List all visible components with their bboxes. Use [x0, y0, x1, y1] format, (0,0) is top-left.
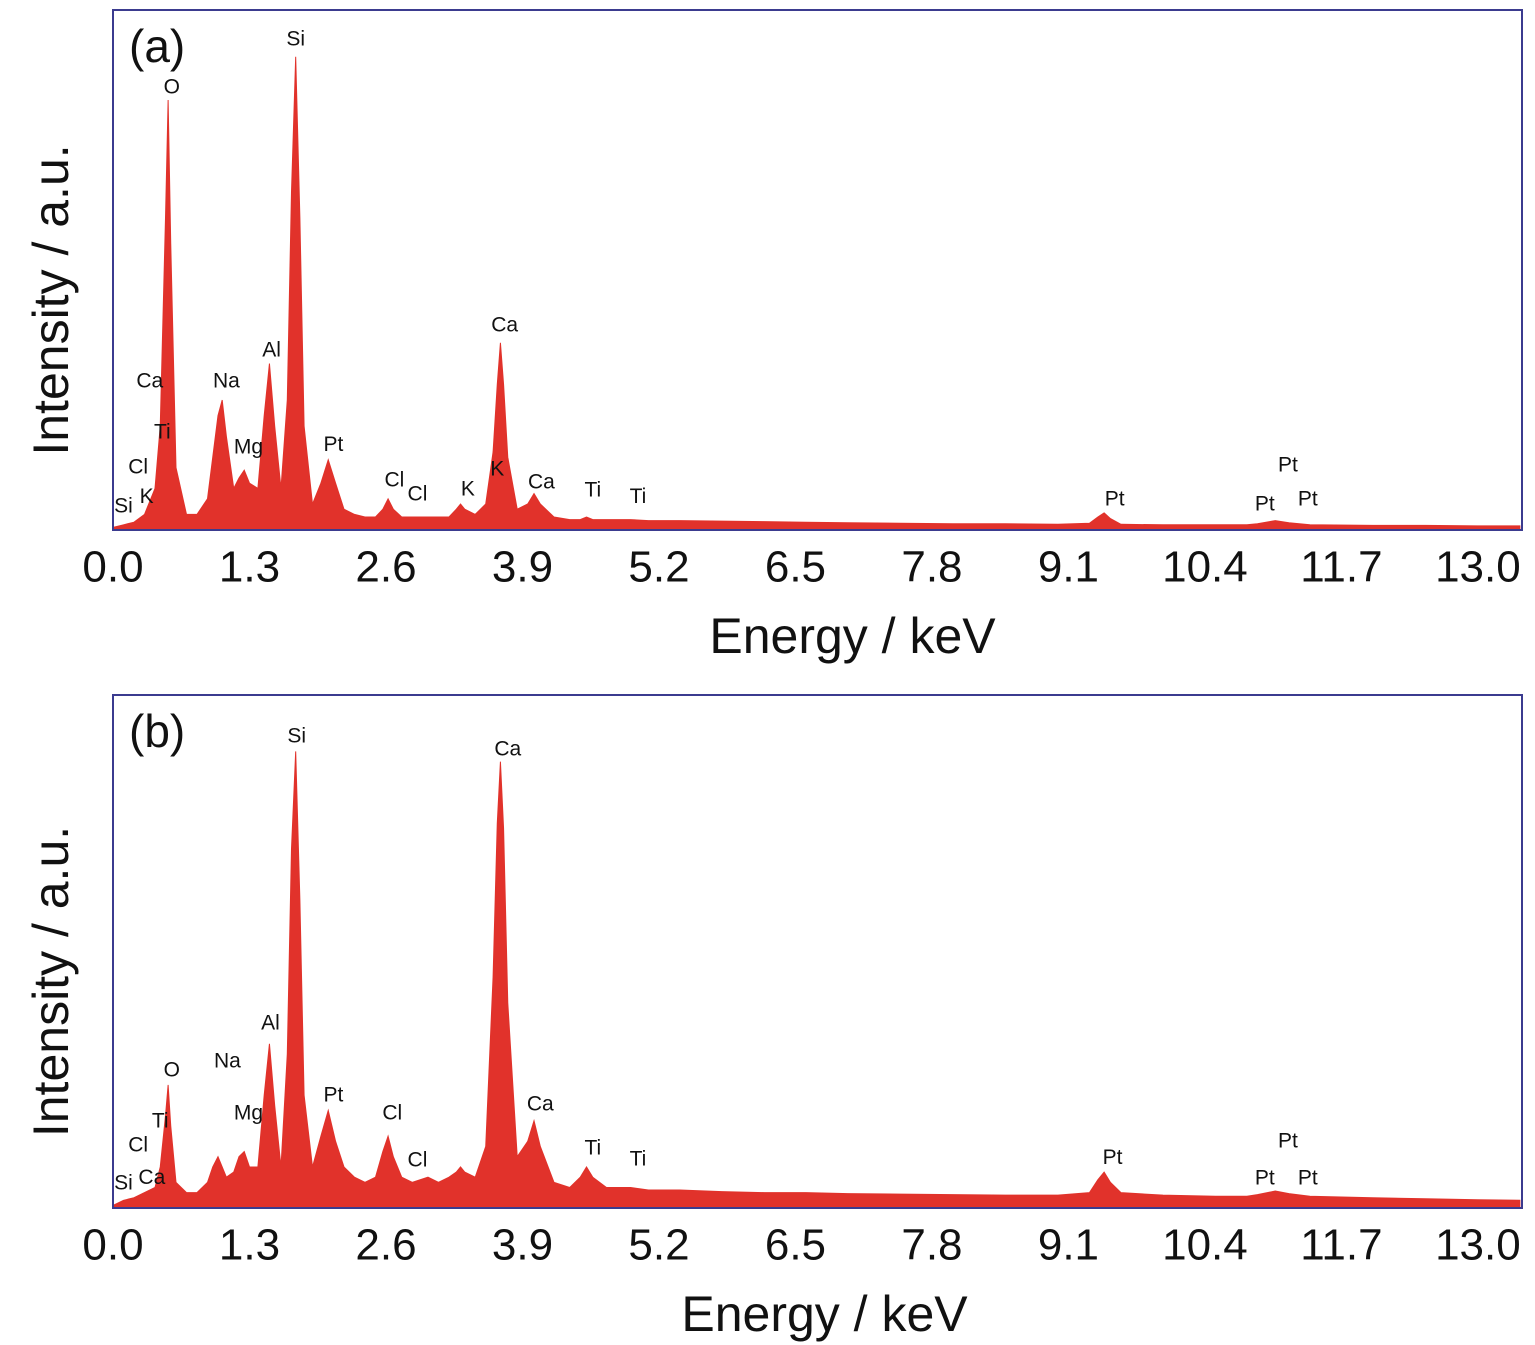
peak-label: Ca — [528, 471, 555, 494]
peak-label: Ti — [584, 479, 601, 502]
x-axis-label: Energy / keV — [681, 1286, 968, 1342]
x-tick-label: 10.4 — [1162, 1221, 1248, 1270]
peak-label: Cl — [128, 456, 148, 479]
peak-label: Pt — [1255, 493, 1275, 516]
peak-label: O — [164, 1059, 180, 1082]
peak-label: Si — [286, 28, 305, 51]
peak-label: Ti — [630, 485, 647, 508]
x-tick-label: 7.8 — [901, 543, 962, 592]
x-tick-label: 7.8 — [901, 1221, 962, 1270]
peak-label: Cl — [408, 483, 428, 506]
peak-label: Ti — [584, 1137, 601, 1160]
peak-label: Mg — [234, 435, 263, 458]
peak-label: Pt — [1278, 454, 1298, 477]
peak-label: Ca — [491, 314, 518, 337]
x-axis-label: Energy / keV — [709, 608, 996, 664]
peak-label: Cl — [408, 1148, 428, 1171]
peak-label: Ti — [152, 1109, 169, 1132]
peak-label: Cl — [382, 1102, 402, 1125]
x-tick-label: 5.2 — [628, 1221, 689, 1270]
peak-label: Ca — [138, 1166, 165, 1189]
x-tick-label: 9.1 — [1038, 1221, 1099, 1270]
peak-label: Mg — [234, 1102, 263, 1125]
x-tick-label: 6.5 — [765, 543, 826, 592]
peak-label: Na — [214, 1049, 241, 1072]
y-axis-label: Intensity / a.u. — [23, 826, 79, 1137]
x-tick-label: 13.0 — [1435, 543, 1521, 592]
peak-label: Si — [114, 1171, 133, 1194]
peak-label: Pt — [1255, 1166, 1275, 1189]
peak-label: Pt — [1105, 487, 1125, 510]
peak-label: Pt — [1103, 1146, 1123, 1169]
panel-label: (b) — [129, 705, 185, 757]
x-tick-label: 6.5 — [765, 1221, 826, 1270]
x-tick-label: 13.0 — [1435, 1221, 1521, 1270]
x-tick-label: 1.3 — [219, 1221, 280, 1270]
peak-label: Cl — [384, 469, 404, 492]
panel-label: (a) — [129, 20, 185, 72]
peak-label: Pt — [1278, 1129, 1298, 1152]
peak-label: Ca — [527, 1092, 554, 1115]
peak-label: Pt — [324, 433, 344, 456]
x-tick-label: 3.9 — [492, 543, 553, 592]
spectrum-area — [112, 751, 1521, 1209]
x-tick-label: 11.7 — [1300, 543, 1382, 592]
x-tick-label: 3.9 — [492, 1221, 553, 1270]
peak-label: Ca — [136, 369, 163, 392]
peak-label: Pt — [1298, 487, 1318, 510]
x-tick-label: 2.6 — [355, 543, 416, 592]
peak-label: Pt — [1298, 1166, 1318, 1189]
x-tick-label: 0.0 — [82, 543, 143, 592]
peak-label: K — [140, 485, 154, 508]
x-tick-label: 9.1 — [1038, 543, 1099, 592]
peak-label: Al — [261, 1011, 280, 1034]
peak-label: Cl — [128, 1133, 148, 1156]
peak-label: K — [461, 478, 475, 501]
x-tick-label: 2.6 — [355, 1221, 416, 1270]
x-tick-label: 0.0 — [82, 1221, 143, 1270]
x-tick-label: 11.7 — [1300, 1221, 1382, 1270]
x-tick-label: 5.2 — [628, 543, 689, 592]
x-tick-label: 10.4 — [1162, 543, 1248, 592]
peak-label: Si — [287, 725, 306, 748]
spectrum-area — [112, 56, 1521, 531]
peak-label: Al — [262, 339, 281, 362]
peak-label: Ti — [630, 1147, 647, 1170]
peak-label: Ca — [494, 737, 521, 760]
x-tick-label: 1.3 — [219, 543, 280, 592]
peak-label: Na — [213, 369, 240, 392]
y-axis-label: Intensity / a.u. — [23, 144, 79, 455]
peak-label: K — [490, 458, 504, 481]
peak-label: Si — [114, 495, 133, 518]
plot-frame — [112, 694, 1523, 1209]
peak-label: Ti — [154, 420, 171, 443]
peak-label: Pt — [324, 1084, 344, 1107]
peak-label: O — [164, 76, 180, 99]
plot-frame — [112, 9, 1523, 531]
